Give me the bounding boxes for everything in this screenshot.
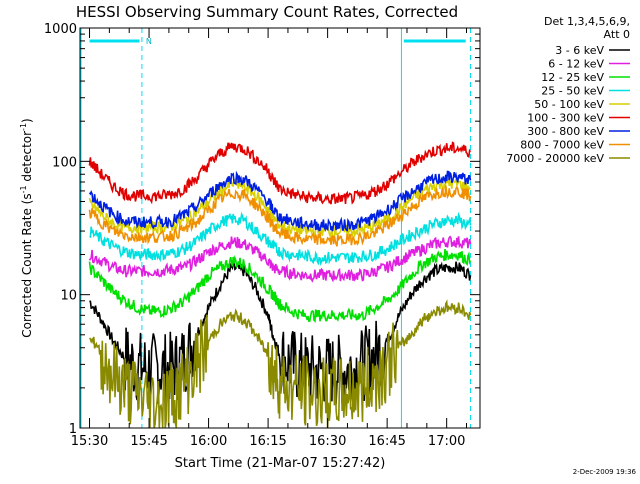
series-line-3 <box>88 248 472 323</box>
series-line-6 <box>88 141 472 205</box>
legend-label-5: 50 - 100 keV <box>534 98 604 111</box>
series-line-9 <box>88 299 472 429</box>
legend-label-6: 100 - 300 keV <box>527 112 604 125</box>
legend-label-1: 3 - 6 keV <box>555 44 604 57</box>
axis-ticks: 15:30 15:45 16:00 16:15 16:30 16:45 17:00 1 10 10… <box>44 22 480 449</box>
legend-label-2: 6 - 12 keV <box>548 58 604 71</box>
series-line-7 <box>88 170 472 232</box>
y-tick-label-1: 1 <box>69 422 77 437</box>
legend-label-7: 300 - 800 keV <box>527 125 604 138</box>
y-axis-label: Corrected Count Rate (s-1 detector-1) <box>19 118 34 337</box>
chart-title: HESSI Observing Summary Count Rates, Cor… <box>76 3 458 21</box>
legend-label-8: 800 - 7000 keV <box>520 139 604 152</box>
x-tick-label-3: 16:00 <box>190 434 227 449</box>
x-tick-label-5: 16:30 <box>309 434 346 449</box>
night-marker: N <box>146 37 152 46</box>
series-group <box>88 141 472 429</box>
series-line-8 <box>88 185 472 247</box>
series-line-1 <box>89 259 472 406</box>
x-tick-label-7: 17:00 <box>428 434 465 449</box>
legend-label-3: 12 - 25 keV <box>541 71 604 84</box>
x-axis-label: Start Time (21-Mar-07 15:27:42) <box>175 456 386 471</box>
footer-date: 2-Dec-2009 19:36 <box>573 468 637 476</box>
y-tick-label-4: 1000 <box>44 22 77 37</box>
series-line-2 <box>88 235 472 283</box>
flag-bars <box>80 28 471 428</box>
legend-header-line-1: Det 1,3,4,5,6,9, <box>544 15 630 28</box>
y-tick-label-3: 100 <box>52 155 77 170</box>
legend-label-9: 7000 - 20000 keV <box>506 152 604 165</box>
legend-header-line-2: Att 0 <box>604 28 630 41</box>
x-tick-label-1: 15:30 <box>71 434 108 449</box>
x-tick-label-4: 16:15 <box>249 434 286 449</box>
series-line-4 <box>89 211 472 267</box>
y-tick-label-2: 10 <box>60 289 77 304</box>
x-tick-label-2: 15:45 <box>130 434 167 449</box>
x-tick-label-6: 16:45 <box>368 434 405 449</box>
plot-frame <box>79 27 481 429</box>
legend-label-4: 25 - 50 keV <box>541 85 604 98</box>
